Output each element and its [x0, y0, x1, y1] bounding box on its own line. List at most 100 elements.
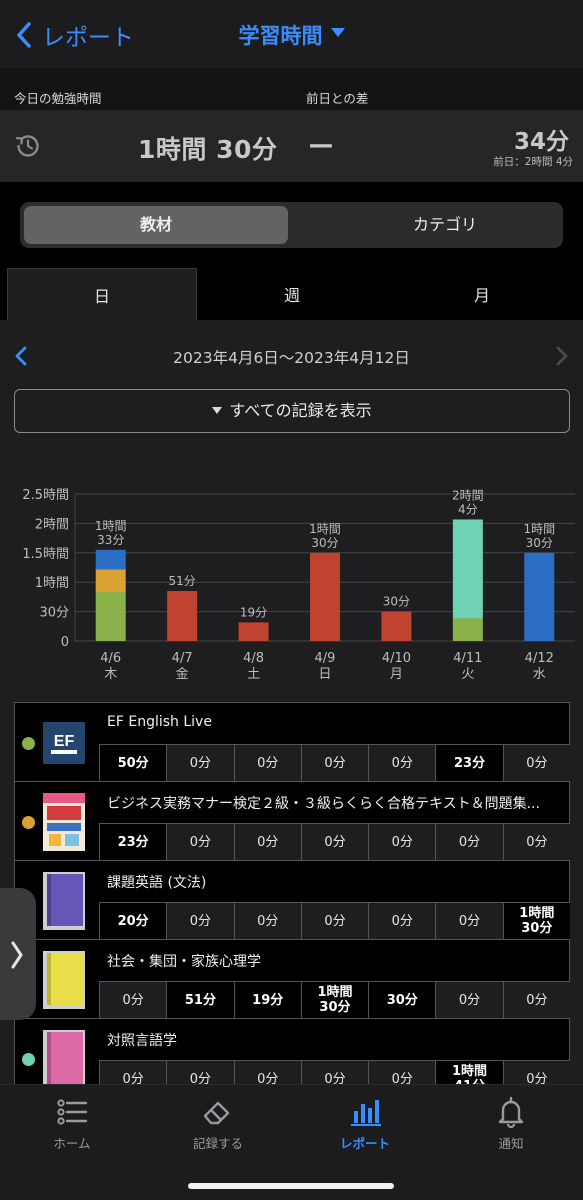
tabbar-record-label: 記録する	[192, 1136, 243, 1151]
previous-day-value: 前日：2時間 4分	[493, 156, 573, 168]
x-weekday-label: 月	[390, 667, 403, 682]
bar-total-label: 19分	[240, 605, 267, 619]
tabbar-report-label: レポート	[339, 1136, 390, 1151]
page-title: 学習時間	[238, 24, 323, 48]
material-name: 社会・集団・家族心理学	[107, 954, 261, 970]
y-tick-label: 1時間	[35, 576, 69, 591]
bar-segment	[452, 618, 483, 641]
bar-total-label: 30分	[311, 536, 338, 550]
day-time-cell[interactable]: 0分	[233, 823, 301, 860]
day-time-cell[interactable]: 0分	[233, 902, 301, 939]
day-time-cell[interactable]: 0分	[502, 981, 570, 1018]
back-button[interactable]: レポート	[16, 18, 134, 52]
bar-segment	[310, 552, 340, 641]
home-indicator	[188, 1183, 394, 1189]
day-time-cell[interactable]: 19分	[233, 981, 301, 1018]
material-thumbnail	[43, 951, 85, 1009]
color-dot	[22, 816, 35, 829]
day-time-cell[interactable]: 0分	[233, 744, 301, 781]
bottom-tab-bar: ホーム 記録する レポート 通知	[0, 1084, 583, 1200]
back-label: レポート	[42, 25, 134, 51]
material-row[interactable]: 社会・集団・家族心理学 0分 51分 19分 1時間 30分 30分 0分 0分	[14, 939, 570, 1018]
day-cells: 20分 0分 0分 0分 0分 0分 1時間 30分	[99, 902, 570, 939]
x-weekday-label: 火	[461, 667, 474, 682]
day-time-cell[interactable]: 50分	[99, 744, 167, 781]
material-name: EF English Live	[107, 714, 212, 730]
day-time-cell[interactable]: 0分	[166, 902, 234, 939]
day-cells: 23分 0分 0分 0分 0分 0分 0分	[99, 823, 570, 860]
chevron-right-icon	[11, 941, 23, 969]
material-row[interactable]: 課題英語 (文法) 20分 0分 0分 0分 0分 0分 1時間 30分	[14, 860, 570, 939]
day-time-cell[interactable]: 30分	[368, 981, 436, 1018]
tabbar-record[interactable]: 記録する	[168, 1095, 268, 1152]
day-time-cell[interactable]: 51分	[166, 981, 234, 1018]
bar-segment	[95, 549, 126, 570]
list-icon	[57, 1099, 88, 1125]
caret-down-icon	[330, 28, 345, 37]
material-row[interactable]: EF EF English Live 50分 0分 0分 0分 0分 23分 0分	[14, 702, 570, 781]
segment-material[interactable]: 教材	[24, 206, 288, 244]
chevron-left-icon	[17, 22, 31, 48]
eraser-icon	[203, 1101, 230, 1125]
tab-week[interactable]: 週	[283, 286, 300, 305]
tabbar-notify[interactable]: 通知	[461, 1095, 561, 1152]
bar-total-label: 1時間	[309, 522, 341, 536]
tab-month[interactable]: 月	[473, 286, 490, 305]
segment-category[interactable]: カテゴリ	[412, 215, 477, 234]
tabbar-home[interactable]: ホーム	[22, 1095, 122, 1152]
show-all-records-label: すべての記録を表示	[229, 401, 372, 420]
material-thumbnail	[43, 1030, 85, 1088]
bell-icon	[498, 1096, 524, 1129]
diff-dash: ー	[308, 133, 335, 163]
day-time-cell[interactable]: 0分	[435, 902, 503, 939]
day-time-cell[interactable]: 0分	[435, 981, 503, 1018]
x-weekday-label: 日	[318, 667, 331, 682]
day-time-cell[interactable]: 23分	[99, 823, 167, 860]
tabbar-report[interactable]: レポート	[315, 1095, 415, 1152]
day-time-cell[interactable]: 0分	[502, 823, 570, 860]
day-time-cell[interactable]: 23分	[435, 744, 503, 781]
day-time-cell[interactable]: 0分	[166, 744, 234, 781]
day-time-cell[interactable]: 1時間 30分	[300, 981, 369, 1018]
material-row[interactable]: ビジネス実務マナー検定２級・３級らくらく合格テキスト＆問題集... 23分 0分 0分…	[14, 781, 570, 860]
material-thumbnail	[43, 793, 85, 851]
tab-day[interactable]: 日	[7, 268, 197, 320]
day-time-cell[interactable]: 0分	[368, 902, 436, 939]
material-time-table: EF EF English Live 50分 0分 0分 0分 0分 23分 0分 ビジネス実務マ…	[14, 702, 570, 1097]
day-time-cell[interactable]: 1時間 30分	[502, 902, 570, 939]
color-dot	[22, 737, 35, 750]
side-drawer-handle[interactable]	[0, 888, 36, 1020]
day-time-cell[interactable]: 0分	[300, 744, 369, 781]
day-time-cell[interactable]: 0分	[166, 823, 234, 860]
day-time-cell[interactable]: 0分	[300, 823, 369, 860]
page-title-dropdown[interactable]: 学習時間	[0, 20, 583, 50]
day-time-cell[interactable]: 0分	[99, 981, 167, 1018]
material-thumbnail: EF	[43, 714, 85, 772]
material-thumbnail	[43, 872, 85, 930]
day-time-cell[interactable]: 0分	[368, 744, 436, 781]
book-cover-yellow-icon	[43, 951, 85, 1009]
day-cells: 50分 0分 0分 0分 0分 23分 0分	[99, 744, 570, 781]
y-tick-label: 1.5時間	[22, 547, 69, 562]
day-time-cell[interactable]: 20分	[99, 902, 167, 939]
show-all-records-button[interactable]: すべての記録を表示	[14, 389, 570, 433]
book-cover-pink-icon	[43, 1030, 85, 1088]
segmented-control: 教材 カテゴリ	[20, 202, 563, 248]
x-tick-label: 4/12	[525, 651, 554, 666]
day-time-cell[interactable]: 0分	[435, 823, 503, 860]
bar-segment	[524, 552, 555, 641]
day-time-cell[interactable]: 0分	[502, 744, 570, 781]
book-cover-purple-icon	[43, 872, 85, 930]
today-study-label: 今日の勉強時間	[14, 91, 102, 106]
next-week-chevron-icon[interactable]	[555, 344, 569, 368]
bar-segment	[95, 569, 126, 592]
day-time-cell[interactable]: 0分	[300, 902, 369, 939]
x-tick-label: 4/11	[453, 651, 482, 666]
report-panel: 2023年4月6日〜2023年4月12日 すべての記録を表示 0 30分 1時間 1.…	[0, 320, 583, 1097]
today-study-value: 1時間 30分	[138, 135, 278, 164]
day-time-cell[interactable]: 0分	[368, 823, 436, 860]
caret-down-icon	[212, 407, 223, 414]
prev-week-chevron-icon[interactable]	[14, 344, 28, 368]
bar-total-label: 33分	[97, 533, 124, 547]
